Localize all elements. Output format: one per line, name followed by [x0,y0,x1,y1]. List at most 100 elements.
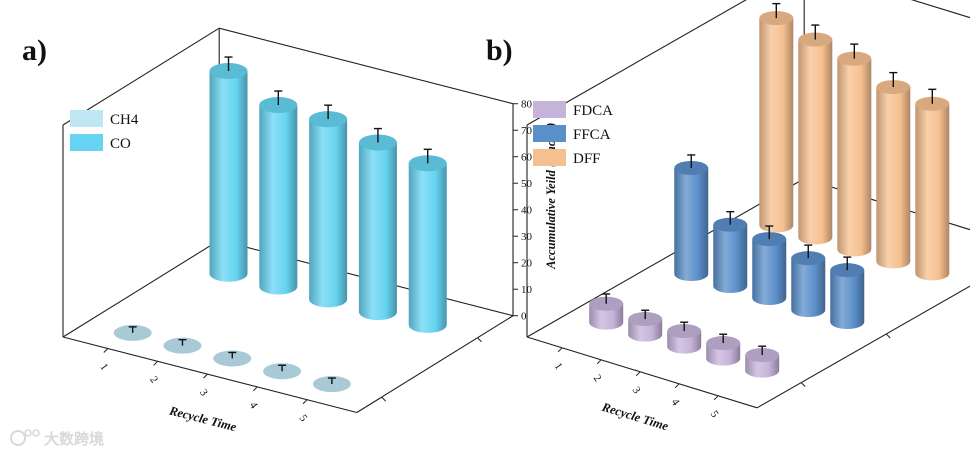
x-tick [713,395,719,401]
bar-FFCA-1 [674,154,709,282]
bar-body [791,258,826,318]
x-tick [302,399,308,405]
x-tick-label: 1 [97,361,110,372]
bar-body [358,142,397,321]
bars [589,2,950,378]
bar-body [752,239,787,305]
legend-label-FFCA: FFCA [573,127,611,143]
legend-swatch-FFCA [533,125,566,142]
floor-right-edge [356,315,514,413]
chart-panel-b: b) 051015202530354045Accumulative Yeild … [486,0,970,433]
bar-FFCA-5 [830,256,865,330]
x-tick-label: 3 [197,387,210,399]
x-tick [557,347,563,353]
bar-DFF-3 [837,43,872,257]
z-tick-label: 0 [521,311,527,323]
row-tick [381,396,387,402]
bar-CH4-3 [213,350,252,367]
legend-label-CH4: CH4 [110,112,139,128]
panel-label-b: b) [486,34,513,67]
bar-CH4-1 [113,324,152,341]
bar-CH4-5 [312,376,351,393]
x-tick [252,386,258,392]
bar-body [713,224,748,293]
x-tick-label: 4 [669,397,682,409]
bar-DFF-5 [915,88,950,281]
legend-label-CO: CO [110,136,131,152]
bar-FDCA-2 [628,309,663,342]
watermark-logo-icon [10,429,40,446]
bar-body [209,70,248,282]
bar-FFCA-4 [791,244,826,318]
bar-body [674,168,709,282]
legend-swatch-CO [70,134,103,151]
bar-DFF-2 [798,24,833,245]
floor-left-edge [62,239,220,338]
z-axis-title: Accumulative Yeild (μmol/g) [544,123,558,270]
bar-FDCA-4 [706,333,741,366]
bar-DFF-1 [759,2,794,233]
legend: CH4 CO [70,110,139,152]
x-axis-title: Recycle Time [167,403,238,434]
bar-body [589,303,624,330]
x-axis-title: Recycle Time [599,400,670,434]
floor-front-edge [62,336,357,414]
bar-FFCA-3 [752,225,787,305]
x-tick [635,371,641,377]
bar-FDCA-5 [745,345,780,378]
legend: FDCA FFCA DFF [533,101,613,167]
chart-panel-a: a) 01020304050607080Accumulative Yeild (… [22,27,558,434]
bar-CO-1 [209,56,248,282]
bar-body [408,163,447,333]
x-tick-label: 3 [630,385,643,397]
bar-CO-2 [259,90,298,295]
bar-body [759,18,794,233]
legend-label-FDCA: FDCA [573,103,613,119]
wall-back-top-edge [219,27,514,105]
legend-swatch-DFF [533,149,566,166]
x-tick [153,360,158,366]
bar-body [837,58,872,257]
bar-CO-3 [309,104,348,308]
x-tick [674,383,680,389]
wall-left-top-edge [62,27,220,126]
row-tick [885,333,891,339]
panel-label-a: a) [22,34,47,67]
x-tick [103,348,109,353]
x-tick-label: 2 [147,374,160,385]
bar-body [830,270,865,330]
bar-body [309,119,348,308]
x-tick-label: 5 [297,413,310,425]
x-tick [596,359,602,365]
bar-body [915,103,950,281]
bar-DFF-4 [876,71,911,269]
z-tick-label: 80 [521,99,533,111]
x-tick-label: 2 [591,373,604,384]
floor-left-edge [526,178,805,338]
legend-label-DFF: DFF [573,151,601,167]
floor-front-edge [526,336,758,409]
legend-swatch-FDCA [533,101,566,118]
bar-CO-5 [408,148,447,333]
bar-FFCA-2 [713,210,748,293]
bar-body [876,87,911,269]
x-tick-label: 5 [708,409,721,421]
bar-FDCA-3 [667,321,702,354]
x-tick [203,373,208,379]
x-tick-label: 4 [247,400,260,412]
wall-left-top-edge [526,0,747,126]
bar-CO-4 [358,127,397,321]
floor-right-edge [756,285,970,409]
bar-CH4-2 [163,337,202,354]
bars [113,56,447,393]
bar-body [798,39,833,245]
bar-body [259,104,298,295]
axes-frame: 051015202530354045Accumulative Yeild (μm… [526,0,970,434]
wall-back-top-edge [910,0,970,19]
x-tick-label: 1 [552,361,565,372]
row-tick [800,382,806,387]
bar-CH4-4 [263,363,302,380]
row-tick [477,337,482,343]
